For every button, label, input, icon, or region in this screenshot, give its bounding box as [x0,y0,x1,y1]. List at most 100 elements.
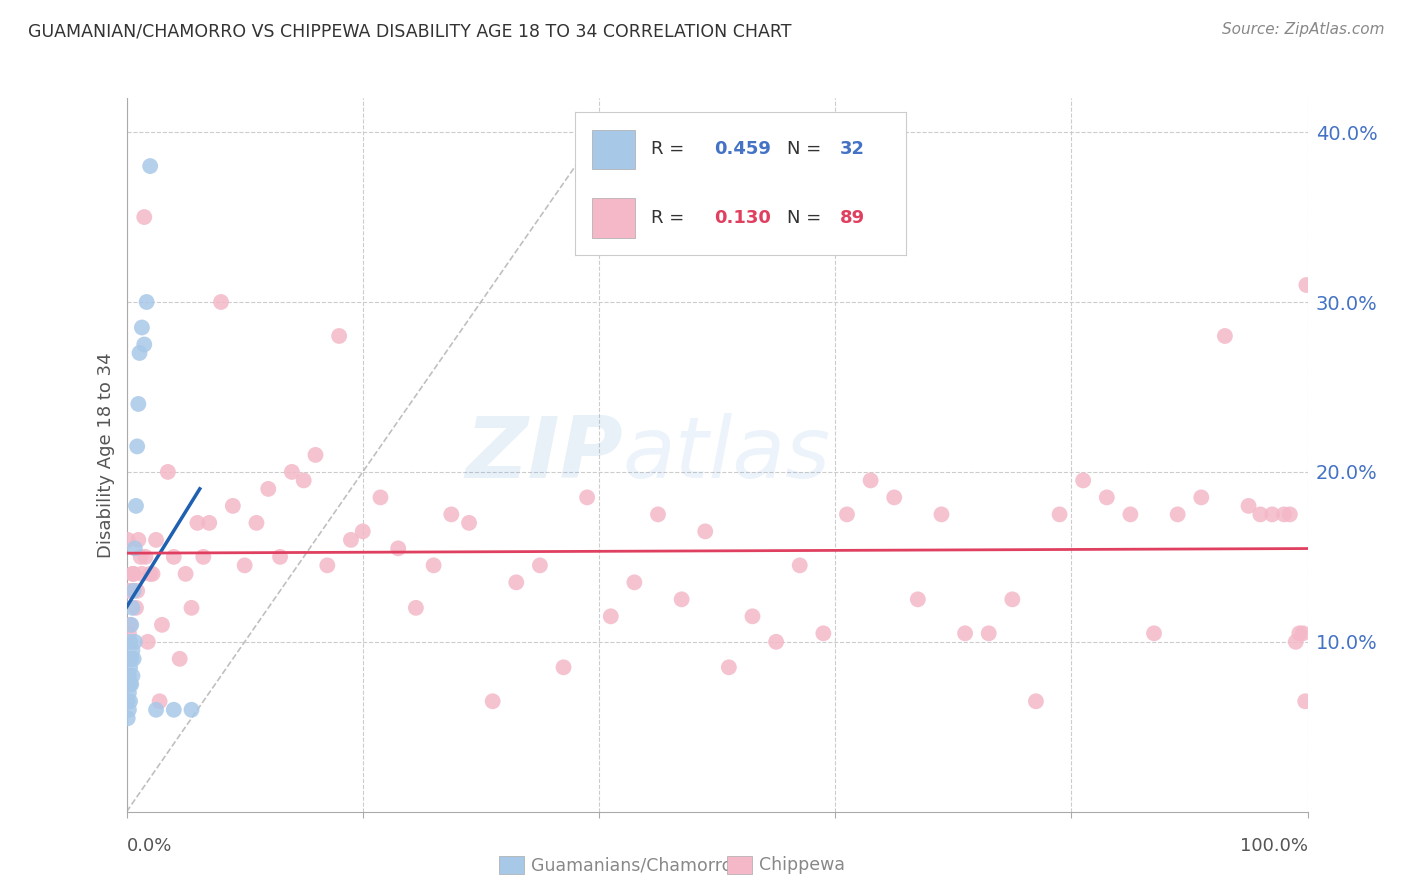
Point [131,566,153,581]
Point [131,320,153,334]
Y-axis label: Disability Age 18 to 34: Disability Age 18 to 34 [97,352,115,558]
Point [1292,626,1315,640]
Point [124,635,146,649]
Text: 0.0%: 0.0% [127,837,172,855]
Point [553,660,575,674]
Text: GUAMANIAN/CHAMORRO VS CHIPPEWA DISABILITY AGE 18 TO 34 CORRELATION CHART: GUAMANIAN/CHAMORRO VS CHIPPEWA DISABILIT… [28,22,792,40]
Point [198,516,221,530]
Text: Chippewa: Chippewa [759,856,845,874]
Point [907,592,929,607]
Point [789,558,811,573]
Point [125,499,148,513]
Point [149,694,172,708]
Point [134,549,156,564]
Point [117,583,139,598]
Point [193,549,215,564]
Point [529,558,551,573]
Point [671,592,693,607]
Point [163,703,186,717]
Point [186,516,208,530]
Point [422,558,444,573]
Point [120,617,142,632]
Point [765,635,787,649]
Point [121,669,143,683]
Point [117,677,139,691]
Point [127,533,149,547]
Point [222,499,245,513]
Point [505,575,527,590]
Point [304,448,326,462]
Point [1213,329,1236,343]
Point [1249,508,1271,522]
Point [623,575,645,590]
Point [1167,508,1189,522]
Point [292,474,315,488]
Point [120,694,142,708]
Point [1261,508,1284,522]
Point [458,516,481,530]
Point [835,508,858,522]
Point [1295,278,1317,293]
Point [1143,626,1166,640]
Point [120,583,142,598]
Point [145,533,167,547]
Point [121,600,143,615]
Text: Source: ZipAtlas.com: Source: ZipAtlas.com [1222,22,1385,37]
Point [1049,508,1071,522]
Point [257,482,280,496]
Point [120,617,142,632]
Point [370,491,392,505]
Point [128,346,150,360]
Point [1285,635,1308,649]
Point [1189,491,1212,505]
Point [209,295,232,310]
Point [127,397,149,411]
Point [316,558,339,573]
Point [139,159,162,173]
Point [120,677,142,691]
Point [859,474,882,488]
Point [117,694,139,708]
Point [117,711,139,725]
Point [150,617,173,632]
Point [120,652,142,666]
Point [134,337,156,351]
Point [118,652,141,666]
Point [134,210,156,224]
Text: atlas: atlas [623,413,831,497]
Point [813,626,835,640]
Point [1119,508,1142,522]
Point [1095,491,1118,505]
Point [163,549,186,564]
Point [122,583,145,598]
Point [977,626,1000,640]
Point [1025,694,1047,708]
Point [124,541,146,556]
Point [340,533,363,547]
Point [120,660,142,674]
Point [576,491,599,505]
Point [695,524,717,539]
Point [118,669,141,683]
Point [1294,694,1316,708]
Point [139,566,162,581]
Point [741,609,763,624]
Point [1272,508,1295,522]
Point [127,439,149,453]
Point [953,626,976,640]
Point [1071,474,1094,488]
Point [1237,499,1260,513]
Point [180,600,202,615]
Point [121,643,143,657]
Point [118,686,141,700]
Point [1278,508,1301,522]
Point [387,541,409,556]
Point [136,635,159,649]
Point [118,626,141,640]
Point [174,566,197,581]
Point [120,635,142,649]
Point [647,508,669,522]
Point [156,465,179,479]
Point [145,703,167,717]
Point [122,566,145,581]
